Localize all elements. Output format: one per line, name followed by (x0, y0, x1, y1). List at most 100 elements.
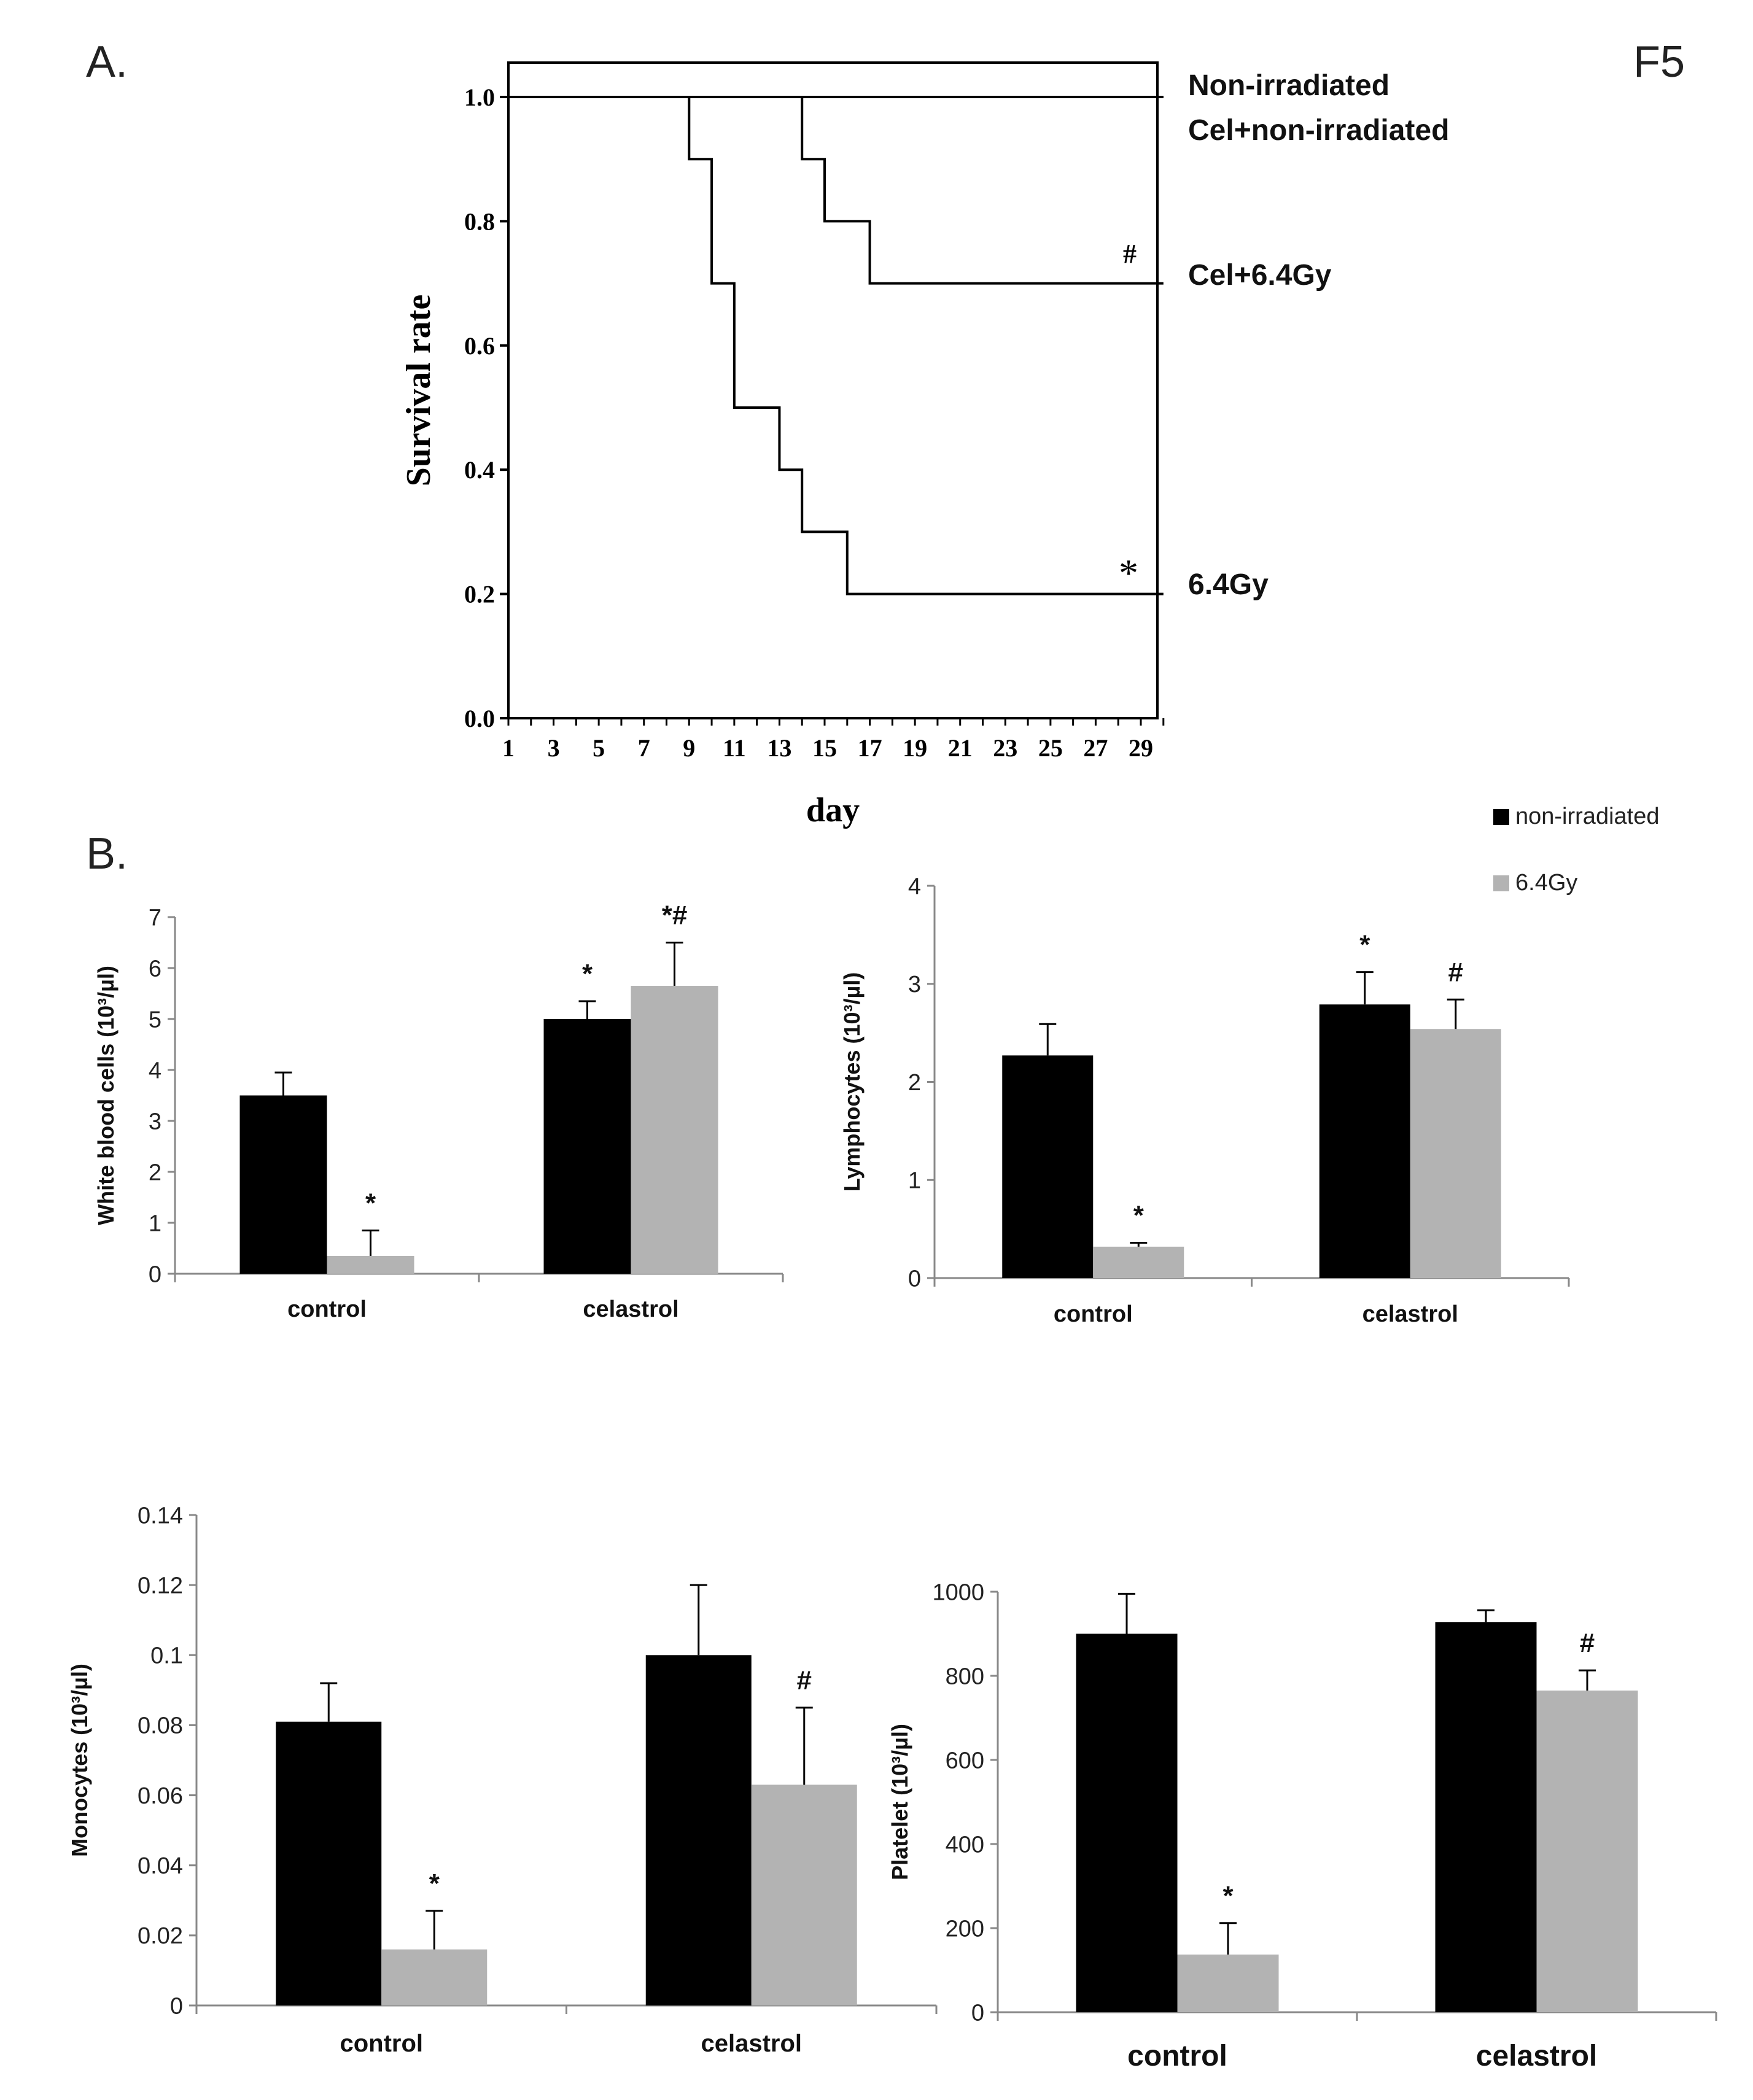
y-tick-label: 0.08 (138, 1713, 183, 1739)
y-axis-title: Monocytes (10³/µl) (67, 1664, 92, 1857)
y-tick-label: 0.06 (138, 1783, 183, 1809)
category-label-control: control (340, 2030, 423, 2057)
category-label-control: control (1127, 2040, 1227, 2072)
bar-celastrol-6-4gy (751, 1784, 857, 2005)
y-tick-label: 0.4 (464, 456, 495, 484)
panel-b-label: B. (86, 829, 128, 878)
x-tick-label: 25 (1038, 734, 1063, 762)
x-tick-label: 17 (858, 734, 882, 762)
bar-control-6-4gy (1093, 1246, 1184, 1278)
marker-cel-6.4gy: # (1123, 239, 1137, 269)
category-label-celastrol: celastrol (701, 2030, 802, 2057)
y-tick-label: 0.6 (464, 332, 495, 360)
y-tick-label: 0.0 (464, 705, 495, 732)
bar-celastrol-6-4gy (1536, 1690, 1638, 2012)
y-axis-title: White blood cells (10³/µl) (93, 966, 119, 1225)
x-tick-label: 13 (767, 734, 791, 762)
x-tick-label: 19 (903, 734, 927, 762)
bar-control-6-4gy (1177, 1955, 1279, 2012)
series-label-non-irradiated: Non-irradiated (1188, 69, 1390, 102)
category-label-celastrol: celastrol (1476, 2040, 1597, 2072)
x-tick-label: 23 (993, 734, 1017, 762)
series-label-cel-non-irradiated: Cel+non-irradiated (1188, 114, 1449, 147)
bar-celastrol-non-irradiated (645, 1655, 752, 2005)
x-tick-label: 21 (948, 734, 973, 762)
y-tick-label: 0 (908, 1266, 921, 1292)
y-tick-label: 0.8 (464, 207, 495, 235)
x-tick-label: 29 (1129, 734, 1153, 762)
y-tick-label: 0 (170, 1993, 183, 2019)
y-tick-label: 3 (908, 972, 921, 998)
x-tick-label: 5 (593, 734, 605, 762)
bar-celastrol-non-irradiated (543, 1019, 631, 1274)
bar-control-non-irradiated (239, 1095, 327, 1274)
survival-chart: 0.00.20.40.60.81.01 3 5 7 9 11 13 15 17 19 21 23 25 2… (400, 61, 1449, 829)
legend-label-non-irradiated: non-irradiated (1515, 804, 1659, 829)
x-tick-label: 27 (1083, 734, 1108, 762)
significance-marker: # (1448, 957, 1463, 987)
category-label-control: control (1054, 1301, 1133, 1327)
marker-6.4gy: * (1119, 551, 1138, 595)
y-tick-label: 0.1 (150, 1643, 183, 1669)
significance-marker: # (1580, 1628, 1595, 1658)
bar-celastrol-6-4gy (1410, 1029, 1501, 1278)
bar-celastrol-non-irradiated (1435, 1622, 1537, 2012)
y-tick-label: 3 (149, 1109, 161, 1134)
bar-control-non-irradiated (1076, 1633, 1178, 2012)
legend-swatch-non-irradiated (1493, 809, 1509, 825)
y-tick-label: 0.12 (138, 1573, 183, 1598)
y-tick-label: 600 (946, 1748, 984, 1773)
x-tick-label: 11 (723, 734, 746, 762)
figure-label: F5 (1633, 37, 1685, 87)
bar-control-6-4gy (381, 1949, 488, 2005)
y-tick-label: 1000 (932, 1579, 984, 1605)
y-tick-label: 1 (149, 1211, 161, 1236)
significance-marker: * (429, 1869, 440, 1899)
y-tick-label: 2 (149, 1160, 161, 1185)
y-tick-label: 1.0 (464, 83, 495, 111)
y-tick-label: 0 (149, 1261, 161, 1287)
y-tick-label: 0 (971, 2000, 984, 2026)
x-tick-label: 7 (638, 734, 650, 762)
y-axis-title: Lymphocytes (10³/µl) (839, 972, 865, 1192)
y-tick-label: 7 (149, 905, 161, 931)
y-tick-label: 800 (946, 1664, 984, 1689)
significance-marker: * (582, 959, 593, 989)
y-tick-label: 0.2 (464, 581, 495, 608)
legend-label-6.4gy: 6.4Gy (1515, 870, 1577, 896)
x-axis-title: day (806, 791, 860, 829)
category-label-celastrol: celastrol (1362, 1301, 1458, 1327)
significance-marker: * (1222, 1881, 1234, 1911)
significance-marker: *# (662, 901, 688, 931)
x-tick-label: 9 (683, 734, 695, 762)
x-tick-label: 3 (548, 734, 560, 762)
y-tick-label: 6 (149, 956, 161, 982)
x-tick-label: 15 (812, 734, 837, 762)
significance-marker: * (365, 1188, 376, 1218)
y-axis-title: Platelet (10³/µl) (887, 1724, 912, 1880)
category-label-control: control (287, 1296, 367, 1322)
bar-control-non-irradiated (1002, 1055, 1094, 1278)
monocytes-bar-chart: 0 0.02 0.04 0.06 0.08 0.1 0.12 0.14 Monocytes (1… (67, 1503, 938, 2057)
significance-marker: * (1133, 1200, 1145, 1230)
survival-line-cel-6-4gy (508, 96, 1164, 285)
bar-celastrol-6-4gy (631, 986, 718, 1274)
bar-celastrol-non-irradiated (1319, 1004, 1410, 1278)
y-axis-title: Survival rate (400, 295, 438, 487)
legend-swatch-6.4gy (1493, 875, 1509, 891)
significance-marker: # (797, 1665, 812, 1695)
series-label-cel-6-4gy: Cel+6.4Gy (1188, 259, 1332, 292)
wbc-bar-chart: 0 1 2 3 4 5 6 7 White blood cells (10³/µl) contro… (93, 901, 784, 1322)
platelet-bar-chart: 0 200 400 600 800 1000 Platelet (10³/µl) contro… (887, 1579, 1717, 2072)
x-tick-label: 1 (502, 734, 515, 762)
category-label-celastrol: celastrol (583, 1296, 678, 1322)
y-tick-label: 200 (946, 1916, 984, 1942)
series-label-6-4gy: 6.4Gy (1188, 568, 1269, 601)
y-tick-label: 5 (149, 1007, 161, 1033)
y-tick-label: 0.02 (138, 1923, 183, 1949)
y-tick-label: 400 (946, 1832, 984, 1858)
y-tick-label: 4 (149, 1058, 161, 1083)
survival-line-6-4gy (508, 96, 1164, 595)
plot-frame (507, 61, 1159, 719)
